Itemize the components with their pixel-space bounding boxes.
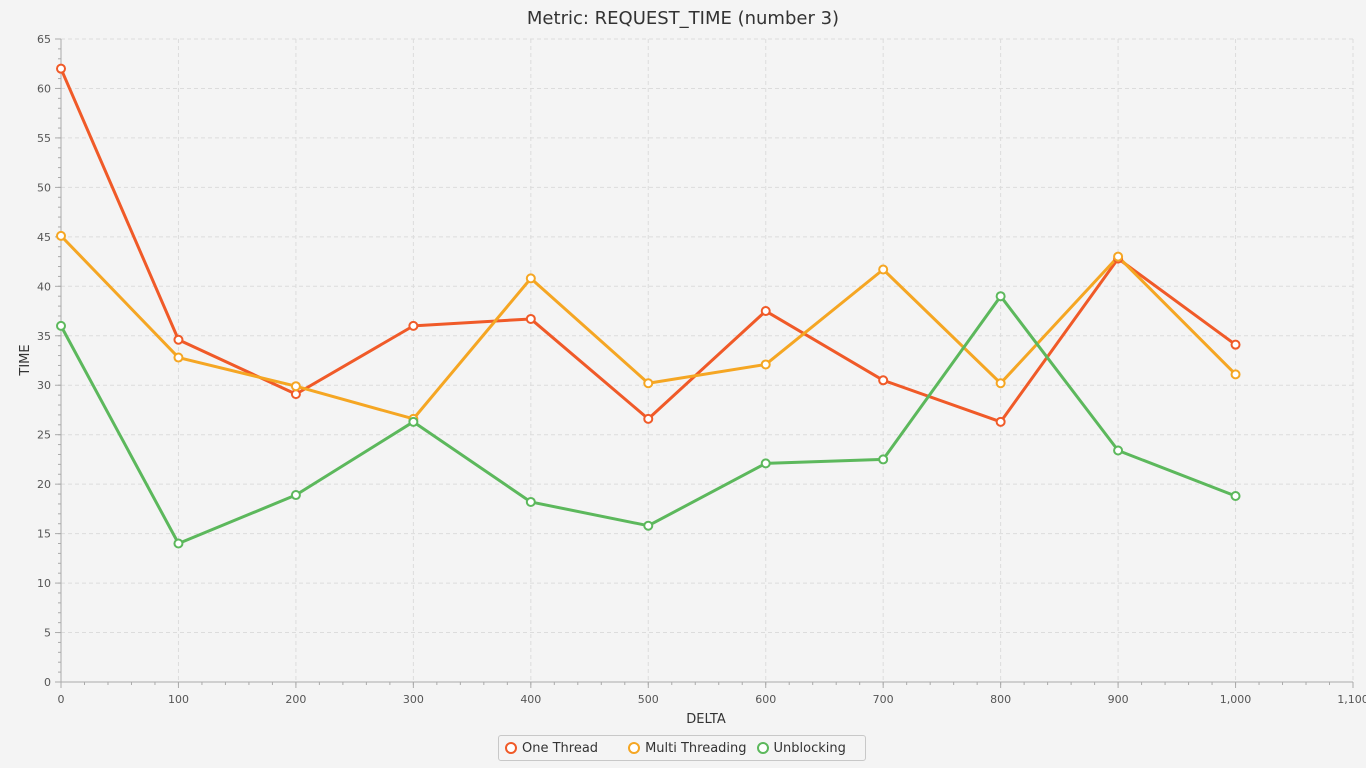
y-tick-label: 15 [37, 528, 51, 541]
x-tick-label: 500 [638, 693, 659, 706]
y-tick-label: 45 [37, 231, 51, 244]
data-point-1 [878, 264, 889, 275]
data-point-2 [760, 458, 771, 469]
data-point-0 [290, 389, 301, 400]
legend-item-2: Unblocking [756, 740, 846, 756]
data-point-2 [643, 520, 654, 531]
data-point-1 [525, 273, 536, 284]
x-tick-label: 200 [285, 693, 306, 706]
data-point-2 [1113, 445, 1124, 456]
legend: One Thread Multi Threading Unblocking [498, 735, 866, 761]
data-point-0 [525, 313, 536, 324]
data-point-1 [1230, 369, 1241, 380]
data-point-2 [290, 490, 301, 501]
y-tick-label: 30 [37, 379, 51, 392]
y-tick-label: 65 [37, 33, 51, 46]
data-point-1 [995, 378, 1006, 389]
x-tick-label: 1,000 [1220, 693, 1252, 706]
data-point-2 [525, 496, 536, 507]
x-axis-ticks: 0 100 200 300 400 500 600 700 800 900 1,000 1,100 [58, 682, 1366, 706]
legend-item-0: One Thread [505, 741, 618, 756]
data-point-1 [1113, 251, 1124, 262]
x-tick-label: 0 [58, 693, 65, 706]
x-tick-label: 700 [873, 693, 894, 706]
y-tick-label: 55 [37, 132, 51, 145]
legend-label: Unblocking [773, 740, 846, 756]
x-tick-label: 400 [520, 693, 541, 706]
legend-swatch [505, 742, 517, 754]
data-point-1 [290, 381, 301, 392]
legend-label: Multi Threading [645, 740, 747, 756]
data-point-2 [56, 320, 66, 331]
series-group [56, 63, 1241, 549]
y-tick-label: 0 [44, 676, 51, 689]
y-tick-label: 35 [37, 330, 51, 343]
data-point-0 [173, 334, 184, 345]
data-point-2 [878, 454, 889, 465]
data-point-2 [173, 538, 184, 549]
data-point-0 [760, 306, 771, 317]
x-tick-label: 800 [990, 693, 1011, 706]
data-point-2 [995, 291, 1006, 302]
data-point-0 [878, 375, 889, 386]
y-tick-label: 50 [37, 181, 51, 194]
y-tick-label: 25 [37, 429, 51, 442]
y-tick-label: 60 [37, 82, 51, 95]
x-tick-label: 300 [403, 693, 424, 706]
data-point-0 [56, 63, 66, 74]
data-point-0 [408, 320, 419, 331]
data-point-2 [1230, 491, 1241, 502]
legend-swatch [756, 742, 769, 754]
y-tick-label: 5 [44, 627, 51, 640]
data-point-0 [643, 413, 654, 424]
data-point-0 [1230, 339, 1241, 350]
data-point-2 [408, 416, 419, 427]
x-tick-label: 600 [755, 693, 776, 706]
data-point-0 [995, 416, 1006, 427]
legend-swatch [628, 742, 641, 754]
x-axis-label: DELTA [686, 712, 726, 727]
y-tick-label: 20 [37, 478, 51, 491]
data-point-1 [56, 230, 66, 241]
grid [61, 38, 1354, 682]
x-tick-label: 1,100 [1337, 693, 1366, 706]
legend-label: One Thread [522, 740, 599, 756]
y-tick-label: 40 [37, 280, 51, 293]
y-axis-label: TIME [18, 344, 33, 376]
data-point-1 [643, 378, 654, 389]
x-tick-label: 900 [1108, 693, 1129, 706]
axes [58, 38, 1354, 685]
y-axis-ticks: 0 5 10 15 20 25 30 35 40 45 50 55 60 65 [37, 33, 61, 689]
y-tick-label: 10 [37, 577, 51, 590]
data-point-1 [760, 359, 771, 370]
x-tick-label: 100 [168, 693, 189, 706]
data-point-1 [173, 352, 184, 363]
legend-item-1: Multi Threading [628, 740, 747, 756]
chart-title: Metric: REQUEST_TIME (number 3) [527, 8, 839, 29]
